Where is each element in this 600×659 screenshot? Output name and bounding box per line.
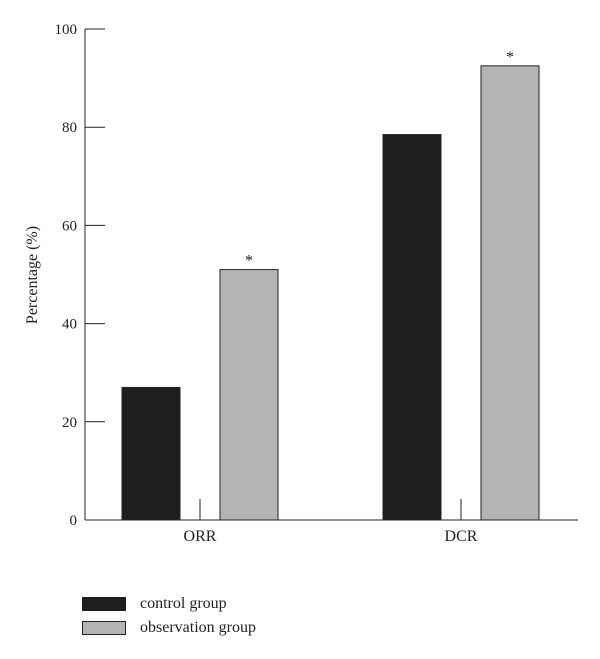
bar-control-orr <box>121 386 181 521</box>
legend-label-control: control group <box>140 595 227 612</box>
y-tick-label: 100 <box>55 22 78 38</box>
bar-observation-orr <box>219 269 279 521</box>
legend-swatch-observation <box>82 621 126 635</box>
y-tick-label: 80 <box>62 120 77 136</box>
y-tick-label: 60 <box>62 218 77 234</box>
bar-control-dcr <box>382 134 442 521</box>
bars <box>121 65 540 521</box>
significance-marker: * <box>506 49 514 66</box>
y-axis-title: Percentage (%) <box>24 226 41 324</box>
y-tick-label: 20 <box>62 415 77 431</box>
x-category-label: DCR <box>445 528 478 545</box>
significance-marker: * <box>245 253 253 270</box>
x-category-label: ORR <box>184 528 217 545</box>
y-tick-label: 40 <box>62 317 77 333</box>
legend-swatch-control <box>82 597 126 611</box>
legend-item-control: control group <box>82 592 256 616</box>
y-axis: 0 20 40 60 80 100 <box>55 22 105 529</box>
annotations: ** <box>245 49 514 270</box>
legend-item-observation: observation group <box>82 616 256 640</box>
legend-label-observation: observation group <box>140 619 256 636</box>
y-tick-label: 0 <box>70 513 78 529</box>
bar-observation-dcr <box>480 65 540 521</box>
legend: control group observation group <box>82 592 256 640</box>
